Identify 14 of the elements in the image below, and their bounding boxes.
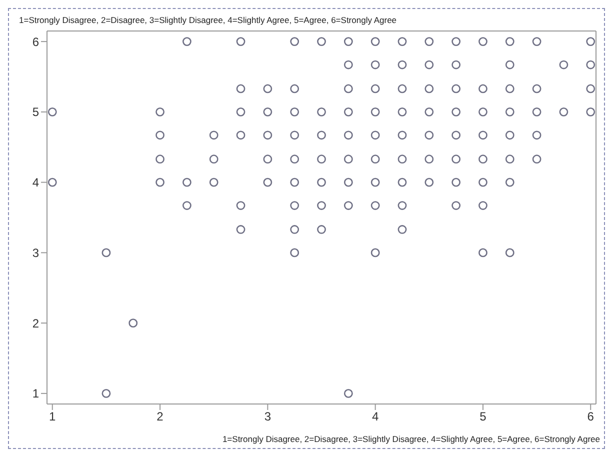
x-tick-label: 3 bbox=[264, 410, 272, 424]
y-tick-label: 4 bbox=[32, 176, 40, 190]
chart-title: 1=Strongly Disagree, 2=Disagree, 3=Slightly Disagree, 4=Slightly Agree, 5=Agree, 6=Strongly Agree bbox=[19, 15, 397, 25]
x-tick-label: 6 bbox=[587, 410, 594, 424]
x-tick-label: 1 bbox=[49, 410, 56, 424]
y-tick-label: 2 bbox=[32, 316, 40, 330]
x-tick-label: 2 bbox=[156, 410, 164, 424]
y-tick-label: 3 bbox=[32, 246, 40, 260]
y-tick-label: 1 bbox=[32, 386, 40, 401]
y-tick-label: 5 bbox=[32, 105, 40, 120]
x-tick-label: 5 bbox=[480, 410, 487, 424]
x-axis-title: 1=Strongly Disagree, 2=Disagree, 3=Slightly Disagree, 4=Slightly Agree, 5=Agree, 6=Strongly Agree bbox=[222, 434, 600, 444]
x-tick-label: 4 bbox=[372, 410, 379, 424]
y-tick-label: 6 bbox=[32, 34, 40, 49]
